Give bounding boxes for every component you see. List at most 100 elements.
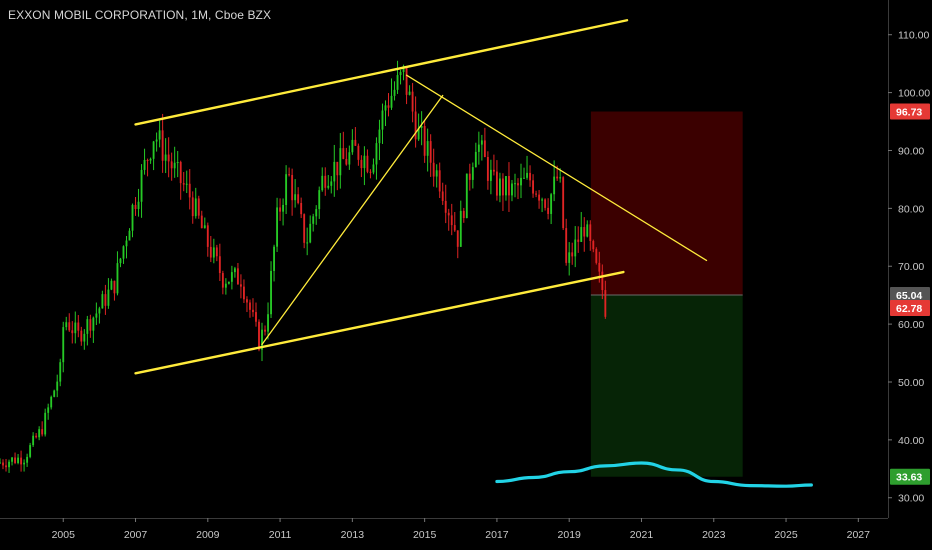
candle — [393, 89, 396, 96]
candle — [32, 435, 35, 446]
candle — [378, 129, 381, 144]
candle — [330, 181, 333, 186]
candle — [486, 156, 489, 181]
x-tick-label: 2021 — [630, 529, 654, 541]
candle — [122, 246, 125, 259]
candle — [408, 91, 411, 95]
candle — [267, 314, 269, 332]
candle — [363, 155, 366, 169]
candle — [474, 151, 477, 168]
candle — [429, 141, 432, 163]
candle — [191, 197, 194, 217]
trendline-descending-resistance — [405, 74, 708, 262]
candle — [354, 139, 357, 146]
candle — [471, 167, 474, 180]
candle — [477, 144, 480, 152]
candle — [282, 204, 285, 212]
candle — [2, 462, 4, 466]
candle — [396, 75, 399, 90]
candle — [559, 177, 562, 179]
candle — [173, 162, 176, 169]
candle — [324, 175, 327, 188]
candle — [164, 154, 167, 161]
trendline-rising-support — [261, 94, 444, 346]
candle — [74, 322, 77, 334]
candle — [453, 225, 456, 231]
candle — [360, 159, 363, 169]
candle — [366, 155, 369, 172]
x-tick-label: 2015 — [413, 529, 437, 541]
candle — [273, 246, 275, 271]
candle — [444, 200, 447, 213]
reward-zone — [590, 294, 743, 477]
y-tick-label: 40.00 — [898, 435, 924, 447]
candle — [47, 407, 50, 413]
candle — [402, 66, 405, 72]
candle — [227, 281, 230, 284]
candle — [182, 183, 185, 185]
candle — [26, 456, 29, 463]
y-tick-label: 100.00 — [898, 88, 930, 100]
candle — [541, 199, 544, 201]
y-tick-label: 80.00 — [898, 203, 924, 215]
candle — [179, 161, 182, 184]
candle — [279, 207, 282, 212]
candle — [483, 140, 486, 157]
candle — [95, 313, 98, 318]
candle — [571, 252, 574, 257]
candle — [595, 249, 598, 263]
candle — [276, 207, 279, 247]
candle — [589, 224, 592, 241]
candle — [312, 216, 315, 224]
candle — [538, 194, 541, 201]
candle — [423, 126, 426, 156]
candle — [420, 126, 423, 128]
candle — [384, 105, 387, 111]
candle — [65, 322, 68, 328]
candle — [249, 302, 251, 310]
candle — [167, 154, 170, 162]
price-tag-label: 33.63 — [896, 472, 922, 484]
candle — [339, 148, 342, 176]
candle — [218, 256, 221, 274]
y-tick-label: 70.00 — [898, 261, 924, 273]
candle — [297, 194, 300, 203]
candle — [68, 322, 71, 331]
x-tick-label: 2023 — [702, 529, 726, 541]
candle — [568, 252, 571, 263]
candle — [480, 140, 483, 145]
candle — [517, 183, 519, 186]
candle — [230, 272, 233, 282]
candle — [511, 183, 513, 196]
candle — [465, 173, 468, 218]
candle — [176, 161, 179, 163]
candle — [41, 429, 44, 435]
candle — [239, 284, 242, 287]
candle — [158, 130, 161, 140]
candle — [152, 141, 155, 159]
candle — [547, 207, 550, 214]
candle — [285, 174, 288, 205]
price-tag — [890, 468, 930, 485]
candle — [438, 170, 441, 192]
candle — [318, 190, 321, 210]
candle — [5, 465, 7, 468]
candle — [140, 169, 143, 202]
candle — [580, 227, 583, 242]
candle — [62, 327, 65, 363]
price-tag-label: 65.04 — [896, 290, 922, 302]
candle — [535, 193, 538, 195]
candle — [224, 283, 227, 288]
candle — [194, 198, 197, 217]
candle — [89, 319, 92, 331]
x-tick-label: 2019 — [558, 529, 582, 541]
trendline-channel-lower — [134, 270, 625, 375]
y-tick-label: 110.00 — [898, 30, 929, 42]
candle — [258, 321, 260, 350]
candle — [209, 246, 212, 258]
x-tick-label: 2007 — [124, 529, 148, 541]
price-tag — [890, 103, 930, 120]
candle — [252, 309, 254, 313]
